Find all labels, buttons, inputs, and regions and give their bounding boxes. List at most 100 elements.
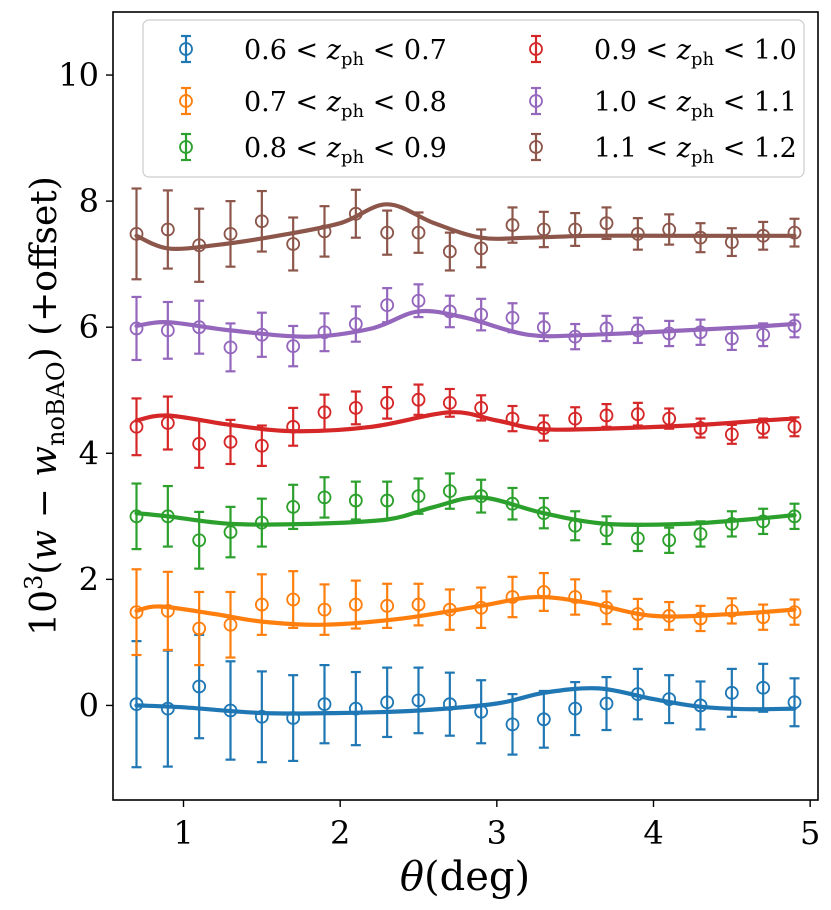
y-tick-label: 2 bbox=[79, 560, 99, 598]
data-point bbox=[756, 220, 771, 251]
data-point bbox=[662, 319, 677, 348]
legend-label: 0.9 < zph < 1.0 bbox=[594, 35, 797, 70]
point-marker bbox=[693, 698, 708, 713]
data-point bbox=[129, 640, 144, 769]
point-marker bbox=[411, 293, 426, 308]
data-point bbox=[348, 670, 363, 747]
data-point bbox=[599, 515, 614, 546]
point-marker bbox=[599, 216, 614, 231]
point-marker bbox=[160, 222, 175, 237]
data-point bbox=[787, 598, 802, 626]
data-point bbox=[129, 482, 144, 551]
y-axis-label: 103(w − wnoBAO) (+offset) bbox=[20, 176, 70, 636]
point-marker bbox=[787, 509, 802, 524]
point-marker bbox=[442, 484, 457, 499]
point-marker bbox=[348, 400, 363, 415]
point-marker bbox=[317, 602, 332, 617]
data-point bbox=[756, 603, 771, 631]
data-point bbox=[223, 660, 238, 761]
data-point bbox=[505, 575, 520, 619]
data-point bbox=[317, 312, 332, 353]
point-marker bbox=[129, 419, 144, 434]
data-point bbox=[129, 187, 144, 281]
point-marker bbox=[724, 516, 739, 531]
data-point bbox=[223, 322, 238, 373]
data-point bbox=[348, 390, 363, 426]
point-marker bbox=[662, 326, 677, 341]
point-marker bbox=[505, 310, 520, 325]
point-marker bbox=[724, 427, 739, 442]
y-tick-label: 10 bbox=[58, 56, 99, 94]
data-point bbox=[348, 188, 363, 239]
point-marker bbox=[536, 320, 551, 335]
point-marker bbox=[411, 597, 426, 612]
data-point bbox=[380, 209, 395, 256]
point-marker bbox=[442, 697, 457, 712]
data-point bbox=[568, 510, 583, 542]
point-marker bbox=[192, 533, 207, 548]
data-point bbox=[630, 217, 645, 251]
point-marker bbox=[317, 325, 332, 340]
data-point bbox=[286, 216, 301, 272]
point-marker bbox=[630, 227, 645, 241]
point-marker bbox=[129, 509, 144, 524]
point-marker bbox=[442, 244, 457, 259]
data-point bbox=[380, 385, 395, 420]
point-marker bbox=[536, 421, 551, 435]
data-point bbox=[568, 322, 583, 351]
point-marker bbox=[474, 241, 489, 256]
point-marker bbox=[254, 327, 269, 342]
data-point bbox=[442, 671, 457, 737]
data-point bbox=[662, 674, 677, 725]
point-marker bbox=[192, 436, 207, 451]
data-point bbox=[286, 483, 301, 531]
point-marker bbox=[599, 696, 614, 711]
data-point bbox=[254, 670, 269, 764]
data-point bbox=[160, 300, 175, 360]
point-marker bbox=[630, 323, 645, 338]
point-marker bbox=[348, 206, 363, 221]
data-point bbox=[630, 524, 645, 553]
point-marker bbox=[787, 225, 802, 240]
data-point bbox=[223, 590, 238, 659]
point-marker bbox=[442, 395, 457, 410]
point-marker bbox=[662, 692, 677, 707]
point-marker bbox=[160, 603, 175, 618]
data-point bbox=[536, 689, 551, 749]
data-point bbox=[787, 677, 802, 728]
data-point bbox=[411, 666, 426, 735]
data-point bbox=[192, 207, 207, 283]
data-point bbox=[662, 600, 677, 631]
model-curve-1 bbox=[134, 594, 797, 627]
data-points bbox=[129, 187, 802, 769]
point-marker bbox=[474, 489, 489, 504]
point-marker bbox=[630, 407, 645, 422]
point-marker bbox=[505, 218, 520, 232]
legend-label: 1.0 < zph < 1.1 bbox=[594, 87, 797, 122]
point-marker bbox=[411, 392, 426, 407]
data-point bbox=[317, 476, 332, 519]
data-point bbox=[756, 322, 771, 348]
legend-marker bbox=[179, 42, 193, 56]
point-marker bbox=[505, 590, 520, 604]
data-point bbox=[380, 582, 395, 630]
legend-entry: 0.9 < zph < 1.0 bbox=[529, 34, 797, 70]
y-tick-label: 6 bbox=[79, 308, 99, 346]
data-point bbox=[724, 667, 739, 718]
data-point bbox=[380, 480, 395, 521]
point-marker bbox=[756, 228, 771, 243]
x-tick-label: 5 bbox=[800, 814, 820, 852]
point-marker bbox=[380, 598, 395, 613]
plot-frame bbox=[112, 11, 819, 801]
data-point bbox=[724, 227, 739, 258]
data-point bbox=[129, 295, 144, 362]
data-point bbox=[286, 406, 301, 447]
data-point bbox=[317, 393, 332, 432]
data-point bbox=[254, 189, 269, 253]
point-marker bbox=[223, 340, 238, 355]
point-marker bbox=[568, 329, 583, 344]
data-point bbox=[724, 423, 739, 445]
data-point bbox=[442, 294, 457, 329]
data-point bbox=[474, 679, 489, 745]
